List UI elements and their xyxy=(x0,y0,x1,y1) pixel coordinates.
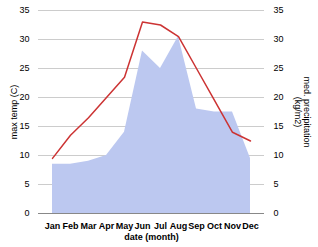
svg-text:date (month): date (month) xyxy=(124,232,179,242)
svg-text:5: 5 xyxy=(274,179,279,189)
svg-text:max temp (C): max temp (C) xyxy=(9,85,19,140)
svg-text:Sep: Sep xyxy=(188,221,205,231)
svg-text:20: 20 xyxy=(274,92,284,102)
svg-text:Dec: Dec xyxy=(242,221,259,231)
svg-text:25: 25 xyxy=(19,63,29,73)
svg-text:30: 30 xyxy=(274,34,284,44)
svg-text:May: May xyxy=(116,221,134,231)
svg-text:Jun: Jun xyxy=(134,221,150,231)
svg-text:Oct: Oct xyxy=(207,221,222,231)
svg-text:30: 30 xyxy=(19,34,29,44)
svg-text:0: 0 xyxy=(274,208,279,218)
svg-text:Feb: Feb xyxy=(62,221,79,231)
svg-text:10: 10 xyxy=(19,150,29,160)
svg-text:Jul: Jul xyxy=(154,221,167,231)
svg-text:Mar: Mar xyxy=(80,221,97,231)
svg-text:5: 5 xyxy=(24,179,29,189)
svg-text:Jan: Jan xyxy=(45,221,61,231)
svg-text:0: 0 xyxy=(24,208,29,218)
svg-text:Nov: Nov xyxy=(224,221,241,231)
svg-text:15: 15 xyxy=(274,121,284,131)
svg-text:35: 35 xyxy=(19,5,29,15)
svg-text:Apr: Apr xyxy=(99,221,115,231)
svg-text:20: 20 xyxy=(19,92,29,102)
svg-text:med. precipitation(kg/m2): med. precipitation(kg/m2) xyxy=(293,76,312,147)
svg-text:15: 15 xyxy=(19,121,29,131)
svg-text:35: 35 xyxy=(274,5,284,15)
svg-text:25: 25 xyxy=(274,63,284,73)
svg-text:Aug: Aug xyxy=(170,221,188,231)
svg-text:10: 10 xyxy=(274,150,284,160)
